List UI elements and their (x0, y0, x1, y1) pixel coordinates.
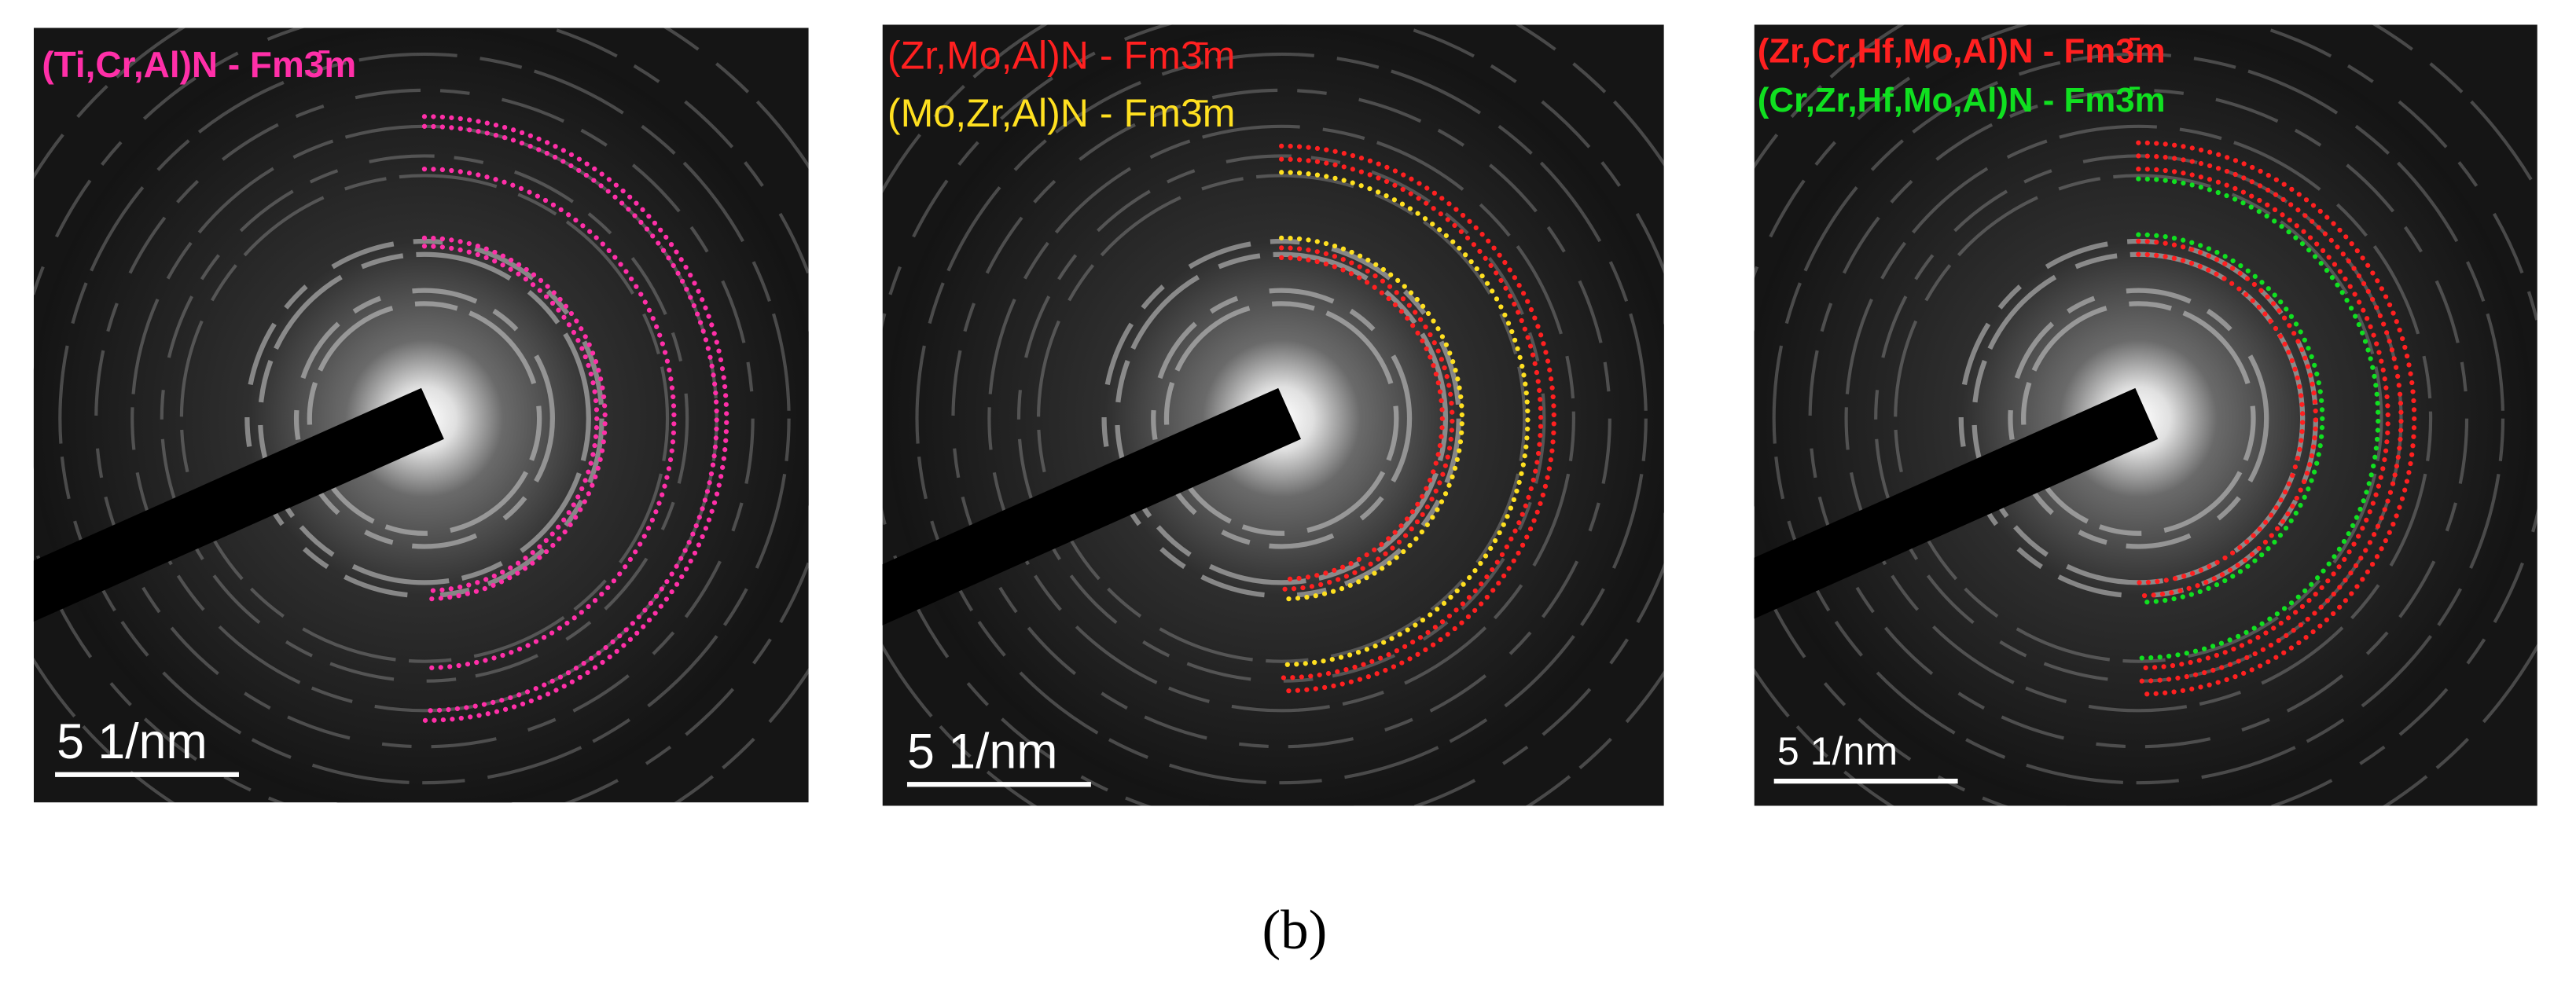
phase-label: (Cr,Zr,Hf,Mo,Al)N - Fm3̄m (1758, 81, 2166, 119)
indexed-ring-arc (1279, 156, 1544, 680)
diffraction-ring (1151, 288, 1413, 549)
diffraction-ring (2008, 288, 2269, 549)
diffraction-ring (1808, 88, 2469, 749)
scale-bar-label: 5 1/nm (1777, 729, 1898, 773)
diffraction-ring (179, 174, 670, 663)
scale-bar-label: 5 1/nm (907, 724, 1058, 779)
diffraction-ring (1844, 124, 2433, 713)
diffraction-ring (293, 288, 555, 549)
pattern (1754, 24, 2537, 806)
indexed-ring-arc (421, 166, 677, 671)
beam-stopper (1754, 387, 2159, 619)
phase-label: (Ti,Cr,Al)N - Fm3̄m (42, 44, 356, 85)
diffraction-ring (987, 124, 1575, 713)
indexed-ring-arc (2136, 232, 2325, 605)
indexed-ring-arc (2136, 176, 2381, 661)
indexed-ring-arc (2136, 140, 2417, 697)
indexed-ring-arc (2136, 238, 2318, 599)
diffraction-ring (94, 88, 755, 749)
diffraction-ring (1772, 52, 2505, 785)
phase-label: (Zr,Mo,Al)N - Fm3̄m (887, 34, 1236, 78)
indexed-ring-arc (1279, 255, 1445, 582)
diffraction-ring (2021, 301, 2256, 536)
indexed-ring-arc (421, 244, 600, 593)
indexed-ring-arc (1279, 170, 1531, 667)
diffraction-ring (951, 88, 1611, 749)
diffraction-ring (1036, 174, 1527, 663)
diffraction-ring (915, 52, 1648, 785)
diffraction-ring (160, 154, 689, 683)
diffraction-ring (1101, 238, 1461, 599)
indexed-ring-arc (421, 123, 719, 713)
indexed-ring-arc (2136, 251, 2306, 585)
indexed-ring-arc (421, 235, 608, 602)
diffraction-ring (1115, 251, 1449, 585)
phase-label: (Mo,Zr,Al)N - Fm3̄m (887, 91, 1236, 135)
beam-stopper (33, 387, 444, 622)
diffraction-ring (257, 251, 591, 585)
caption: (b) (1262, 900, 1327, 961)
scale-bar-label: 5 1/nm (57, 714, 208, 769)
diffraction-ring (307, 301, 542, 536)
diffraction-ring (1163, 301, 1399, 536)
phase-label: (Zr,Cr,Hf,Mo,Al)N - Fm3̄m (1758, 31, 2166, 70)
diffraction-ring (1016, 154, 1546, 683)
diffraction-ring (58, 52, 791, 785)
diffraction-panel: (Zr,Mo,Al)N - Fm3̄m (Mo,Zr,Al)N - Fm3̄m 5 … (882, 24, 1664, 806)
indexed-ring-arc (1279, 143, 1556, 694)
pattern (33, 28, 809, 803)
diffraction-panel: (Zr,Cr,Hf,Mo,Al)N - Fm3̄m (Cr,Zr,Hf,Mo,Al… (1754, 24, 2537, 806)
indexed-ring-arc (1279, 235, 1465, 602)
diffraction-ring (244, 238, 604, 599)
pattern (882, 24, 1664, 806)
diffraction-ring (1894, 174, 2383, 663)
beam-stopper (882, 387, 1302, 625)
indexed-ring-arc (2136, 153, 2404, 684)
diffraction-panel: (Ti,Cr,Al)N - Fm3̄m 5 1/nm (33, 28, 809, 803)
indexed-ring-arc (2136, 166, 2390, 671)
indexed-ring-arc (1279, 245, 1455, 592)
